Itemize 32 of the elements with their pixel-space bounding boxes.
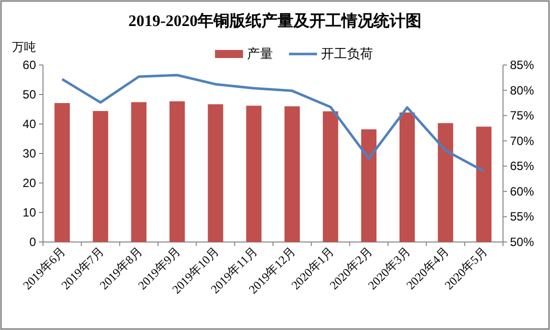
y-tick-label: 50 (22, 88, 36, 102)
y-tick-label: 30 (22, 146, 36, 160)
bar (361, 129, 376, 242)
bar (438, 123, 454, 242)
bar (284, 106, 300, 242)
line-series (60, 74, 486, 172)
y2-tick-label: 65% (510, 159, 534, 174)
bar (322, 111, 338, 242)
bar (246, 106, 262, 242)
y2-tick-label: 75% (510, 108, 534, 123)
legend-label: 开工负荷 (321, 46, 373, 61)
y-tick-label: 10 (22, 206, 36, 220)
y-axis-title: 万吨 (12, 40, 36, 54)
y2-tick-label: 60% (510, 184, 534, 198)
y2-tick-label: 70% (510, 134, 534, 148)
bar (131, 102, 146, 242)
y-tick-label: 20 (22, 176, 36, 190)
legend-label: 产量 (247, 46, 273, 61)
y2-tick-label: 55% (510, 210, 534, 224)
bar (170, 101, 185, 242)
bar (54, 103, 70, 242)
y-tick-label: 40 (22, 117, 36, 131)
bar (208, 104, 224, 242)
bar (476, 126, 492, 242)
y2-tick-label: 85% (510, 58, 534, 72)
bar (92, 111, 108, 242)
y-tick-label: 60 (22, 58, 36, 72)
y2-tick-label: 80% (510, 83, 534, 98)
y2-tick-label: 50% (510, 235, 534, 249)
y-tick-label: 0 (29, 235, 36, 249)
chart-title: 2019-2020年铜版纸产量及开工情况统计图 (128, 12, 422, 30)
bar (400, 112, 415, 242)
